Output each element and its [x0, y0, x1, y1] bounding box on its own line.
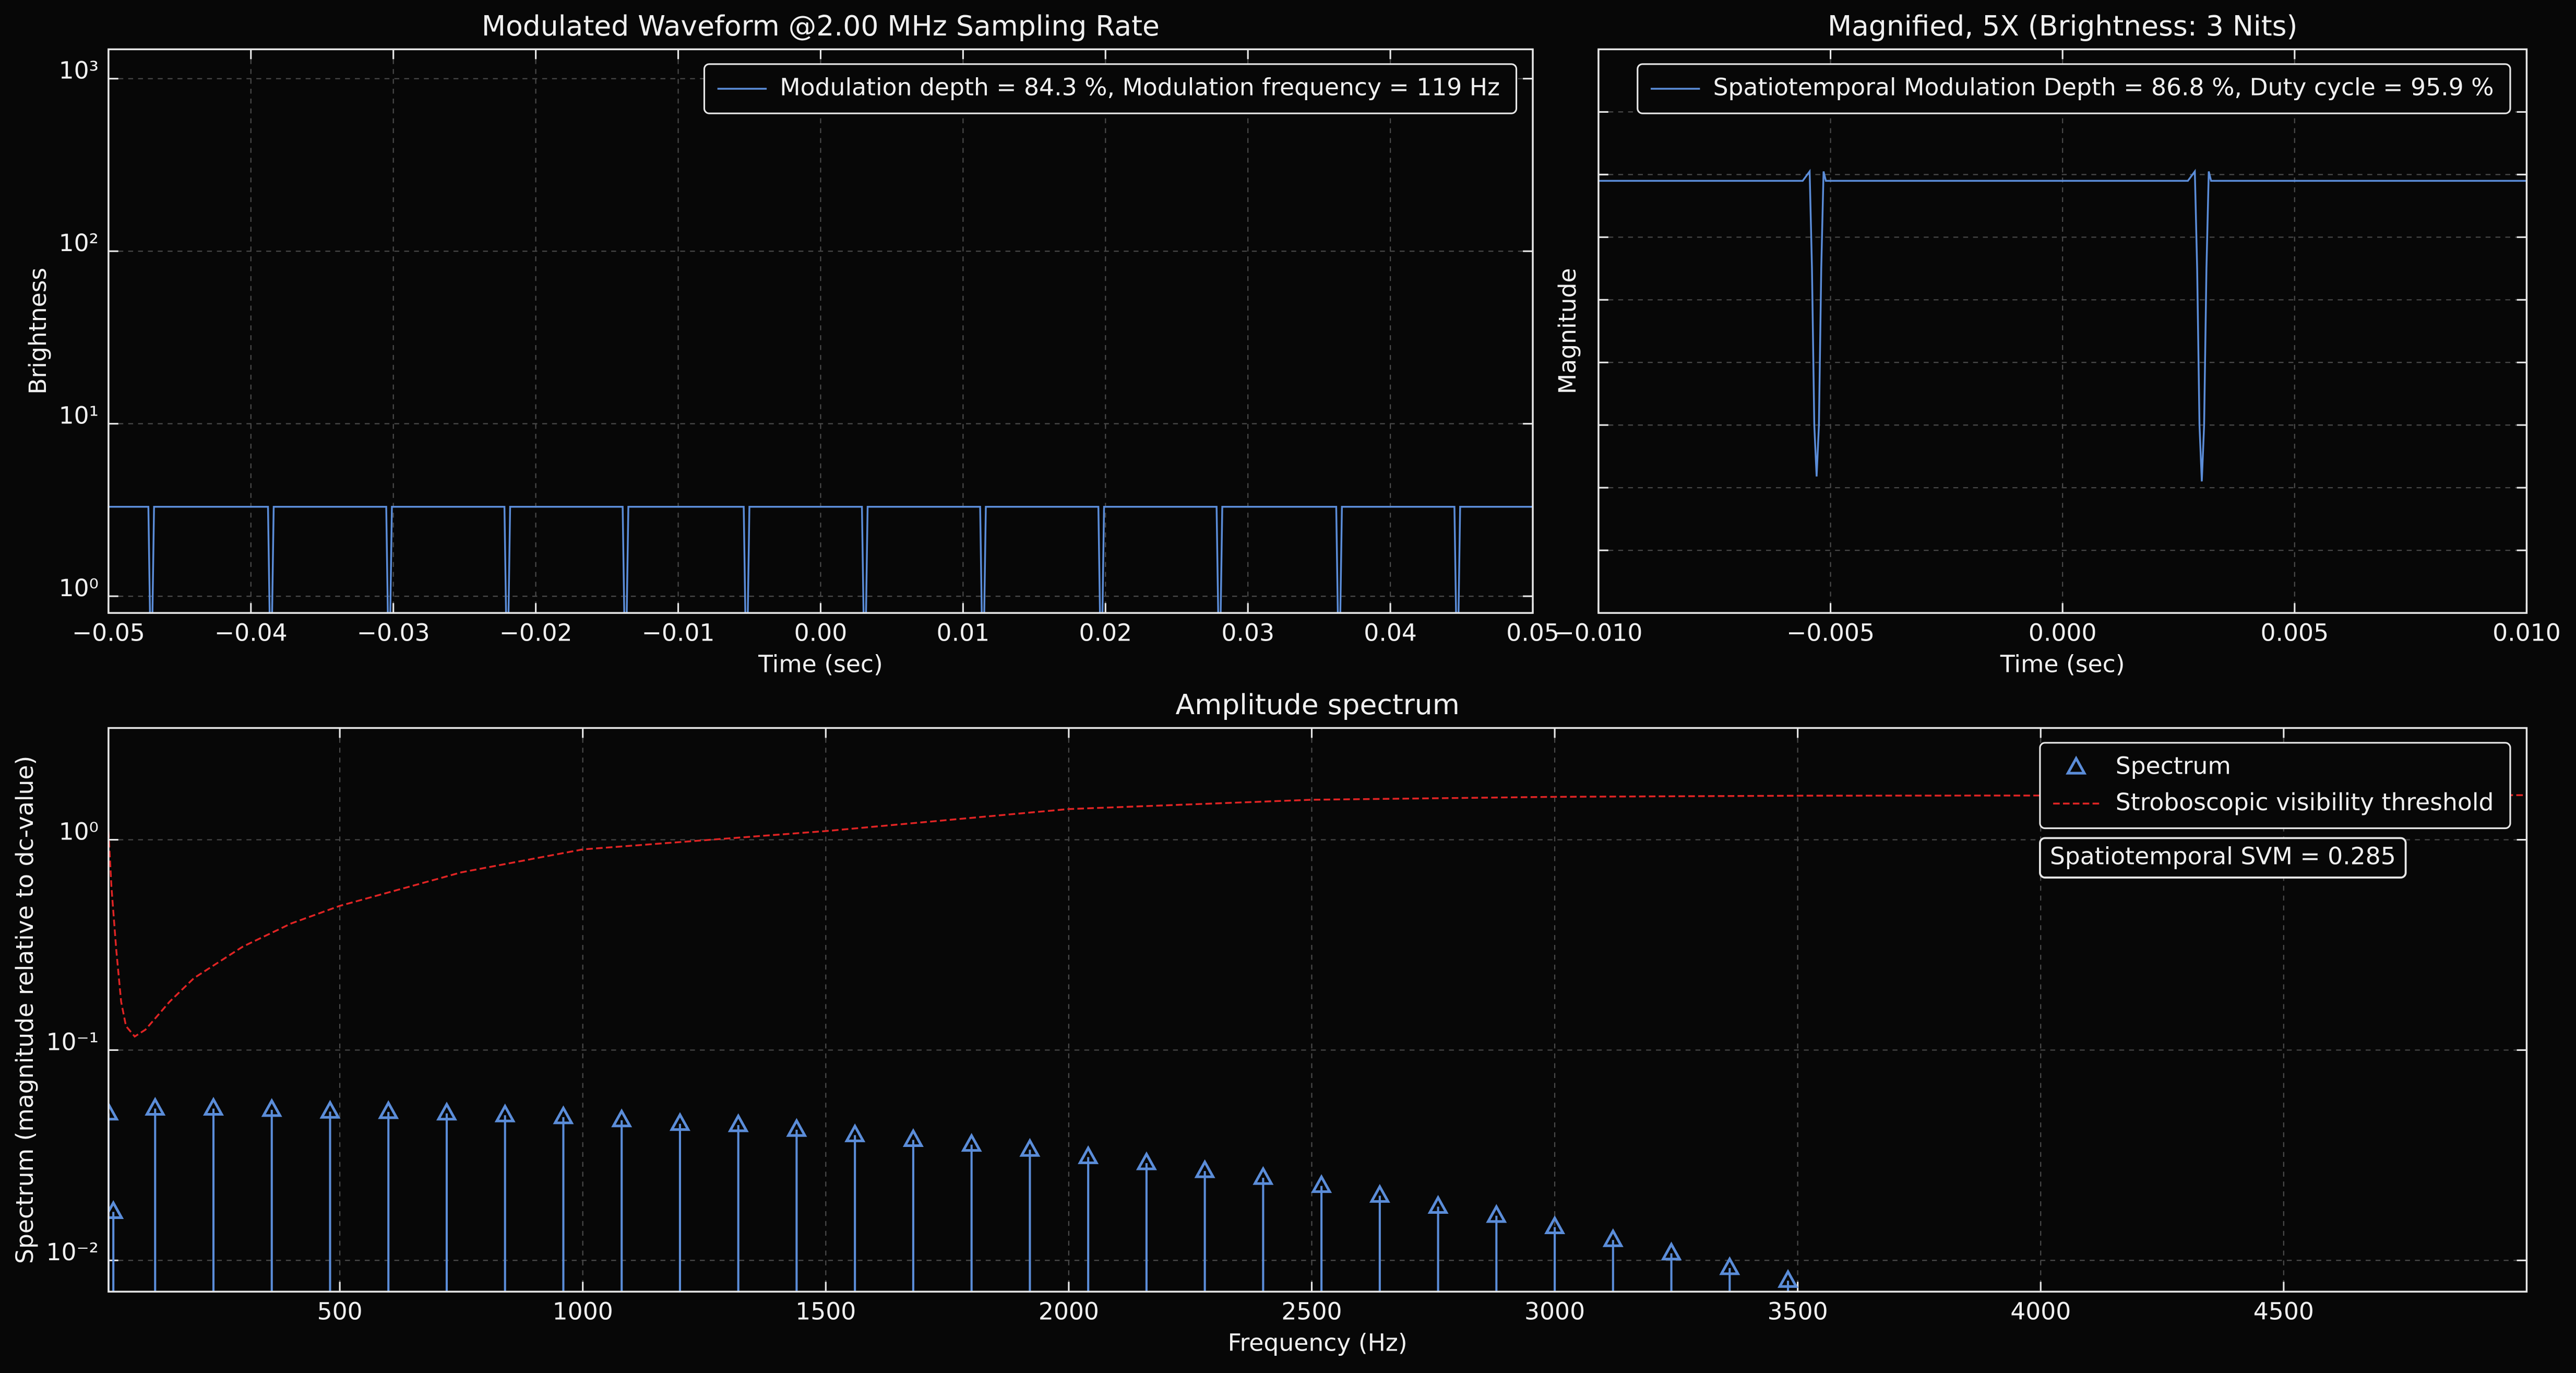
- y-tick-label: 10¹: [59, 402, 99, 430]
- x-tick-label: −0.010: [1555, 619, 1643, 647]
- annotation: Spatiotemporal SVM = 0.285: [2050, 843, 2396, 870]
- legend-label: Stroboscopic visibility threshold: [2116, 788, 2494, 816]
- line: [108, 794, 2527, 1038]
- x-tick-label: 0.000: [2029, 619, 2097, 647]
- plot-area: [1598, 169, 2527, 482]
- legend-box: [2039, 742, 2511, 830]
- stem-marker: [319, 1099, 341, 1119]
- stem-marker: [844, 1123, 866, 1142]
- stem-marker: [1369, 1183, 1390, 1203]
- legend: Spectrum Stroboscopic visibility threshol…: [2039, 742, 2511, 830]
- x-tick-label: −0.04: [214, 619, 288, 647]
- y-axis-label: Spectrum (magnitude relative to dc-value…: [11, 756, 39, 1264]
- stem-marker: [1486, 1204, 1507, 1223]
- stem-marker: [1427, 1194, 1449, 1214]
- y-tick-label: 10⁰: [59, 818, 99, 845]
- x-tick-label: 0.01: [937, 619, 990, 647]
- stem-marker: [786, 1118, 807, 1137]
- y-tick-label: 10²: [59, 229, 99, 257]
- stem-marker: [1136, 1151, 1157, 1170]
- stem-marker: [611, 1108, 633, 1128]
- plot-area: [108, 506, 1533, 613]
- x-tick-label: −0.02: [499, 619, 573, 647]
- axes-frame: [108, 48, 1534, 614]
- stem-marker: [1253, 1166, 1274, 1185]
- stem-marker: [1019, 1138, 1041, 1157]
- stem-marker: [1078, 1145, 1099, 1164]
- line: [1598, 169, 2527, 482]
- x-tick-label: −0.01: [642, 619, 715, 647]
- legend-box: [1637, 63, 2511, 114]
- stem-marker: [1311, 1174, 1332, 1193]
- x-tick-label: 0.04: [1364, 619, 1417, 647]
- x-tick-label: 500: [317, 1298, 363, 1325]
- stem-marker: [108, 1102, 119, 1121]
- y-tick-label: 10³: [59, 57, 99, 85]
- stem-marker: [145, 1096, 166, 1116]
- annotation-box: [2039, 837, 2407, 879]
- x-tick-label: −0.05: [72, 619, 145, 647]
- x-tick-label: 4500: [2253, 1298, 2314, 1325]
- chart-title: Magnified, 5X (Brightness: 3 Nits): [1828, 9, 2298, 42]
- y-tick-label: 10⁻²: [46, 1238, 99, 1266]
- x-tick-label: 3500: [1768, 1298, 1828, 1325]
- x-tick-label: −0.005: [1786, 619, 1875, 647]
- axes-frame: [108, 727, 2528, 1293]
- legend-label: Spectrum: [2116, 752, 2231, 780]
- stem-marker: [728, 1113, 749, 1132]
- y-tick-label: 10⁻¹: [46, 1028, 99, 1056]
- legend-label: Modulation depth = 84.3 %, Modulation fr…: [780, 73, 1500, 101]
- stem-marker: [202, 1096, 224, 1116]
- x-tick-label: 0.02: [1079, 619, 1132, 647]
- stem-marker: [378, 1100, 399, 1119]
- x-tick-label: 3000: [1524, 1298, 1585, 1325]
- x-axis-label: Time (sec): [2000, 650, 2125, 678]
- stem-marker: [494, 1103, 516, 1122]
- x-tick-label: 0.005: [2261, 619, 2329, 647]
- stem-marker: [553, 1105, 574, 1125]
- stem-marker: [1778, 1269, 1799, 1288]
- legend-box: [703, 63, 1518, 114]
- x-tick-label: 4000: [2010, 1298, 2071, 1325]
- x-tick-label: 0.05: [1506, 619, 1559, 647]
- y-axis-label: Magnitude: [1554, 268, 1581, 394]
- x-tick-label: 1500: [795, 1298, 856, 1325]
- stem-marker: [261, 1098, 282, 1117]
- plot-area: [108, 794, 2527, 1292]
- legend-marker: [2066, 755, 2087, 775]
- legend-label: Spatiotemporal Modulation Depth = 86.8 %…: [1713, 73, 2494, 101]
- chart-title: Modulated Waveform @2.00 MHz Sampling Ra…: [482, 9, 1160, 42]
- stem-marker: [1661, 1241, 1682, 1261]
- x-tick-label: 2000: [1039, 1298, 1099, 1325]
- y-axis-label: Brightness: [24, 268, 52, 395]
- stem-marker: [1194, 1159, 1215, 1178]
- stem-marker: [1719, 1256, 1740, 1275]
- x-tick-label: 1000: [553, 1298, 613, 1325]
- stem-marker: [1602, 1228, 1624, 1247]
- axes-frame: [1597, 48, 2528, 614]
- stem-marker: [1544, 1215, 1566, 1235]
- stem-marker: [961, 1133, 982, 1152]
- legend: Spatiotemporal Modulation Depth = 86.8 %…: [1637, 63, 2511, 114]
- x-tick-label: 2500: [1281, 1298, 1342, 1325]
- line: [108, 506, 1533, 613]
- legend: Modulation depth = 84.3 %, Modulation fr…: [703, 63, 1518, 114]
- y-tick-label: 10⁰: [59, 574, 99, 602]
- x-tick-label: 0.03: [1221, 619, 1274, 647]
- x-tick-label: 0.010: [2492, 619, 2561, 647]
- stem-marker: [436, 1102, 457, 1121]
- stem-marker: [669, 1112, 690, 1131]
- chart-title: Amplitude spectrum: [1175, 688, 1459, 721]
- x-axis-label: Frequency (Hz): [1228, 1329, 1408, 1356]
- x-tick-label: 0.00: [794, 619, 848, 647]
- x-axis-label: Time (sec): [758, 650, 883, 678]
- stem-marker: [902, 1128, 924, 1147]
- x-tick-label: −0.03: [357, 619, 430, 647]
